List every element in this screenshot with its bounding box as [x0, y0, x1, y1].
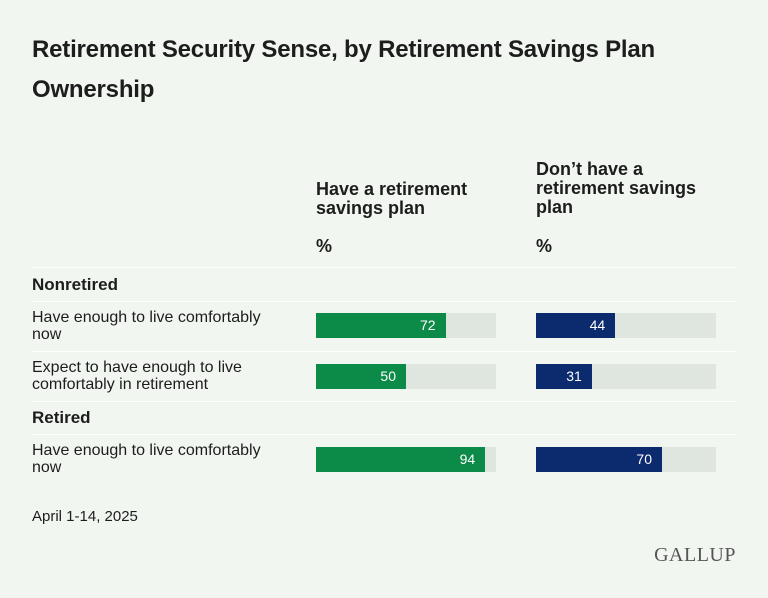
bar-track: 72 [316, 313, 496, 338]
divider [32, 301, 736, 302]
bar-track: 31 [536, 364, 716, 389]
survey-date: April 1-14, 2025 [32, 508, 138, 525]
divider [32, 351, 736, 352]
group-label-nonretired: Nonretired [32, 275, 118, 294]
data-label: 72 [420, 317, 436, 333]
bar-track: 94 [316, 447, 496, 472]
bar-track: 70 [536, 447, 716, 472]
bar-have-plan [316, 313, 446, 338]
row-label: Have enough to live comfortably now [32, 442, 261, 476]
data-label: 94 [459, 451, 476, 467]
divider [32, 401, 736, 402]
bar-have-plan [316, 447, 486, 472]
column-header-have-plan: Have a retirement savings plan [316, 179, 468, 218]
bar-no-plan [536, 313, 616, 338]
data-label: 50 [380, 368, 396, 384]
row-label: Have enough to live comfortably now [32, 309, 261, 343]
bar-track: 44 [536, 313, 716, 338]
bar-no-plan [536, 364, 592, 389]
data-label: 70 [636, 451, 652, 467]
data-label: 44 [589, 317, 606, 333]
bar-track: 50 [316, 364, 496, 389]
column-unit-no-plan: % [536, 236, 553, 256]
divider [32, 434, 736, 435]
data-label: 31 [566, 368, 582, 384]
column-unit-have-plan: % [316, 236, 333, 256]
chart-title: Retirement Security Sense, by Retirement… [32, 36, 655, 103]
column-header-no-plan: Don’t have a retirement savings plan [536, 159, 697, 217]
bar-have-plan [316, 364, 406, 389]
row-label: Expect to have enough to live comfortabl… [32, 359, 242, 393]
gallup-logo: GALLUP [654, 544, 736, 566]
divider [32, 267, 736, 268]
bar-no-plan [536, 447, 662, 472]
group-label-retired: Retired [32, 408, 91, 427]
